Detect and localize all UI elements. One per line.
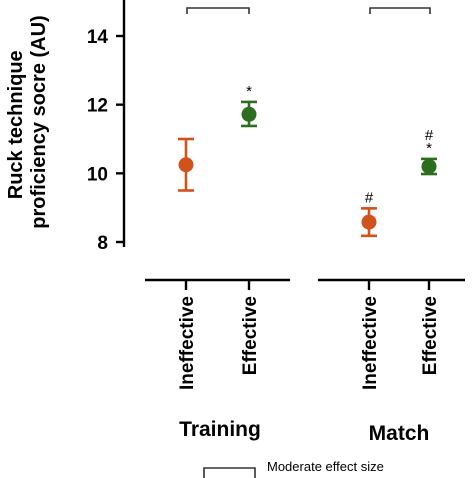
group-match-ineffective-annotation-0: # [365, 189, 374, 206]
group-match-effective-point [421, 158, 437, 174]
group-training-effective-label: Effective [240, 296, 261, 375]
y-axis-label-line-1: Ruck technique [5, 50, 27, 199]
group-training-effective-point [241, 106, 257, 122]
y-tick-label-10: 10 [87, 164, 108, 185]
y-tick-label-14: 14 [87, 27, 109, 48]
data-marks: *##* [178, 83, 437, 238]
y-axis-label: Ruck technique proficiency socre (AU) [5, 15, 50, 228]
effect-bracket-match [369, 7, 431, 14]
group-match-ineffective-label: Ineffective [360, 296, 381, 390]
group-training-effective-annotation-0: * [246, 83, 252, 100]
effect-bracket-training [186, 7, 250, 14]
group-match-effective-label: Effective [420, 296, 441, 375]
legend-bracket [203, 467, 256, 478]
group-match-effective-annotation-1: * [426, 140, 432, 157]
group-training-ineffective-label: Ineffective [177, 296, 198, 390]
legend-label: Moderate effect size [267, 459, 384, 474]
y-axis-label-line-2: proficiency socre (AU) [28, 15, 50, 228]
group-match-ineffective-point [361, 214, 377, 230]
group-label-match: Match [369, 422, 430, 445]
y-tick-label-12: 12 [87, 96, 108, 117]
group-label-training: Training [179, 418, 261, 441]
group-match-effective-annotation-0: # [425, 127, 434, 144]
group-training-ineffective-point [178, 157, 194, 173]
y-tick-label-8: 8 [97, 233, 108, 254]
category-labels: Ineffective Effective Ineffective Effective [177, 280, 441, 390]
y-ticks: 8 10 12 14 [87, 27, 124, 254]
